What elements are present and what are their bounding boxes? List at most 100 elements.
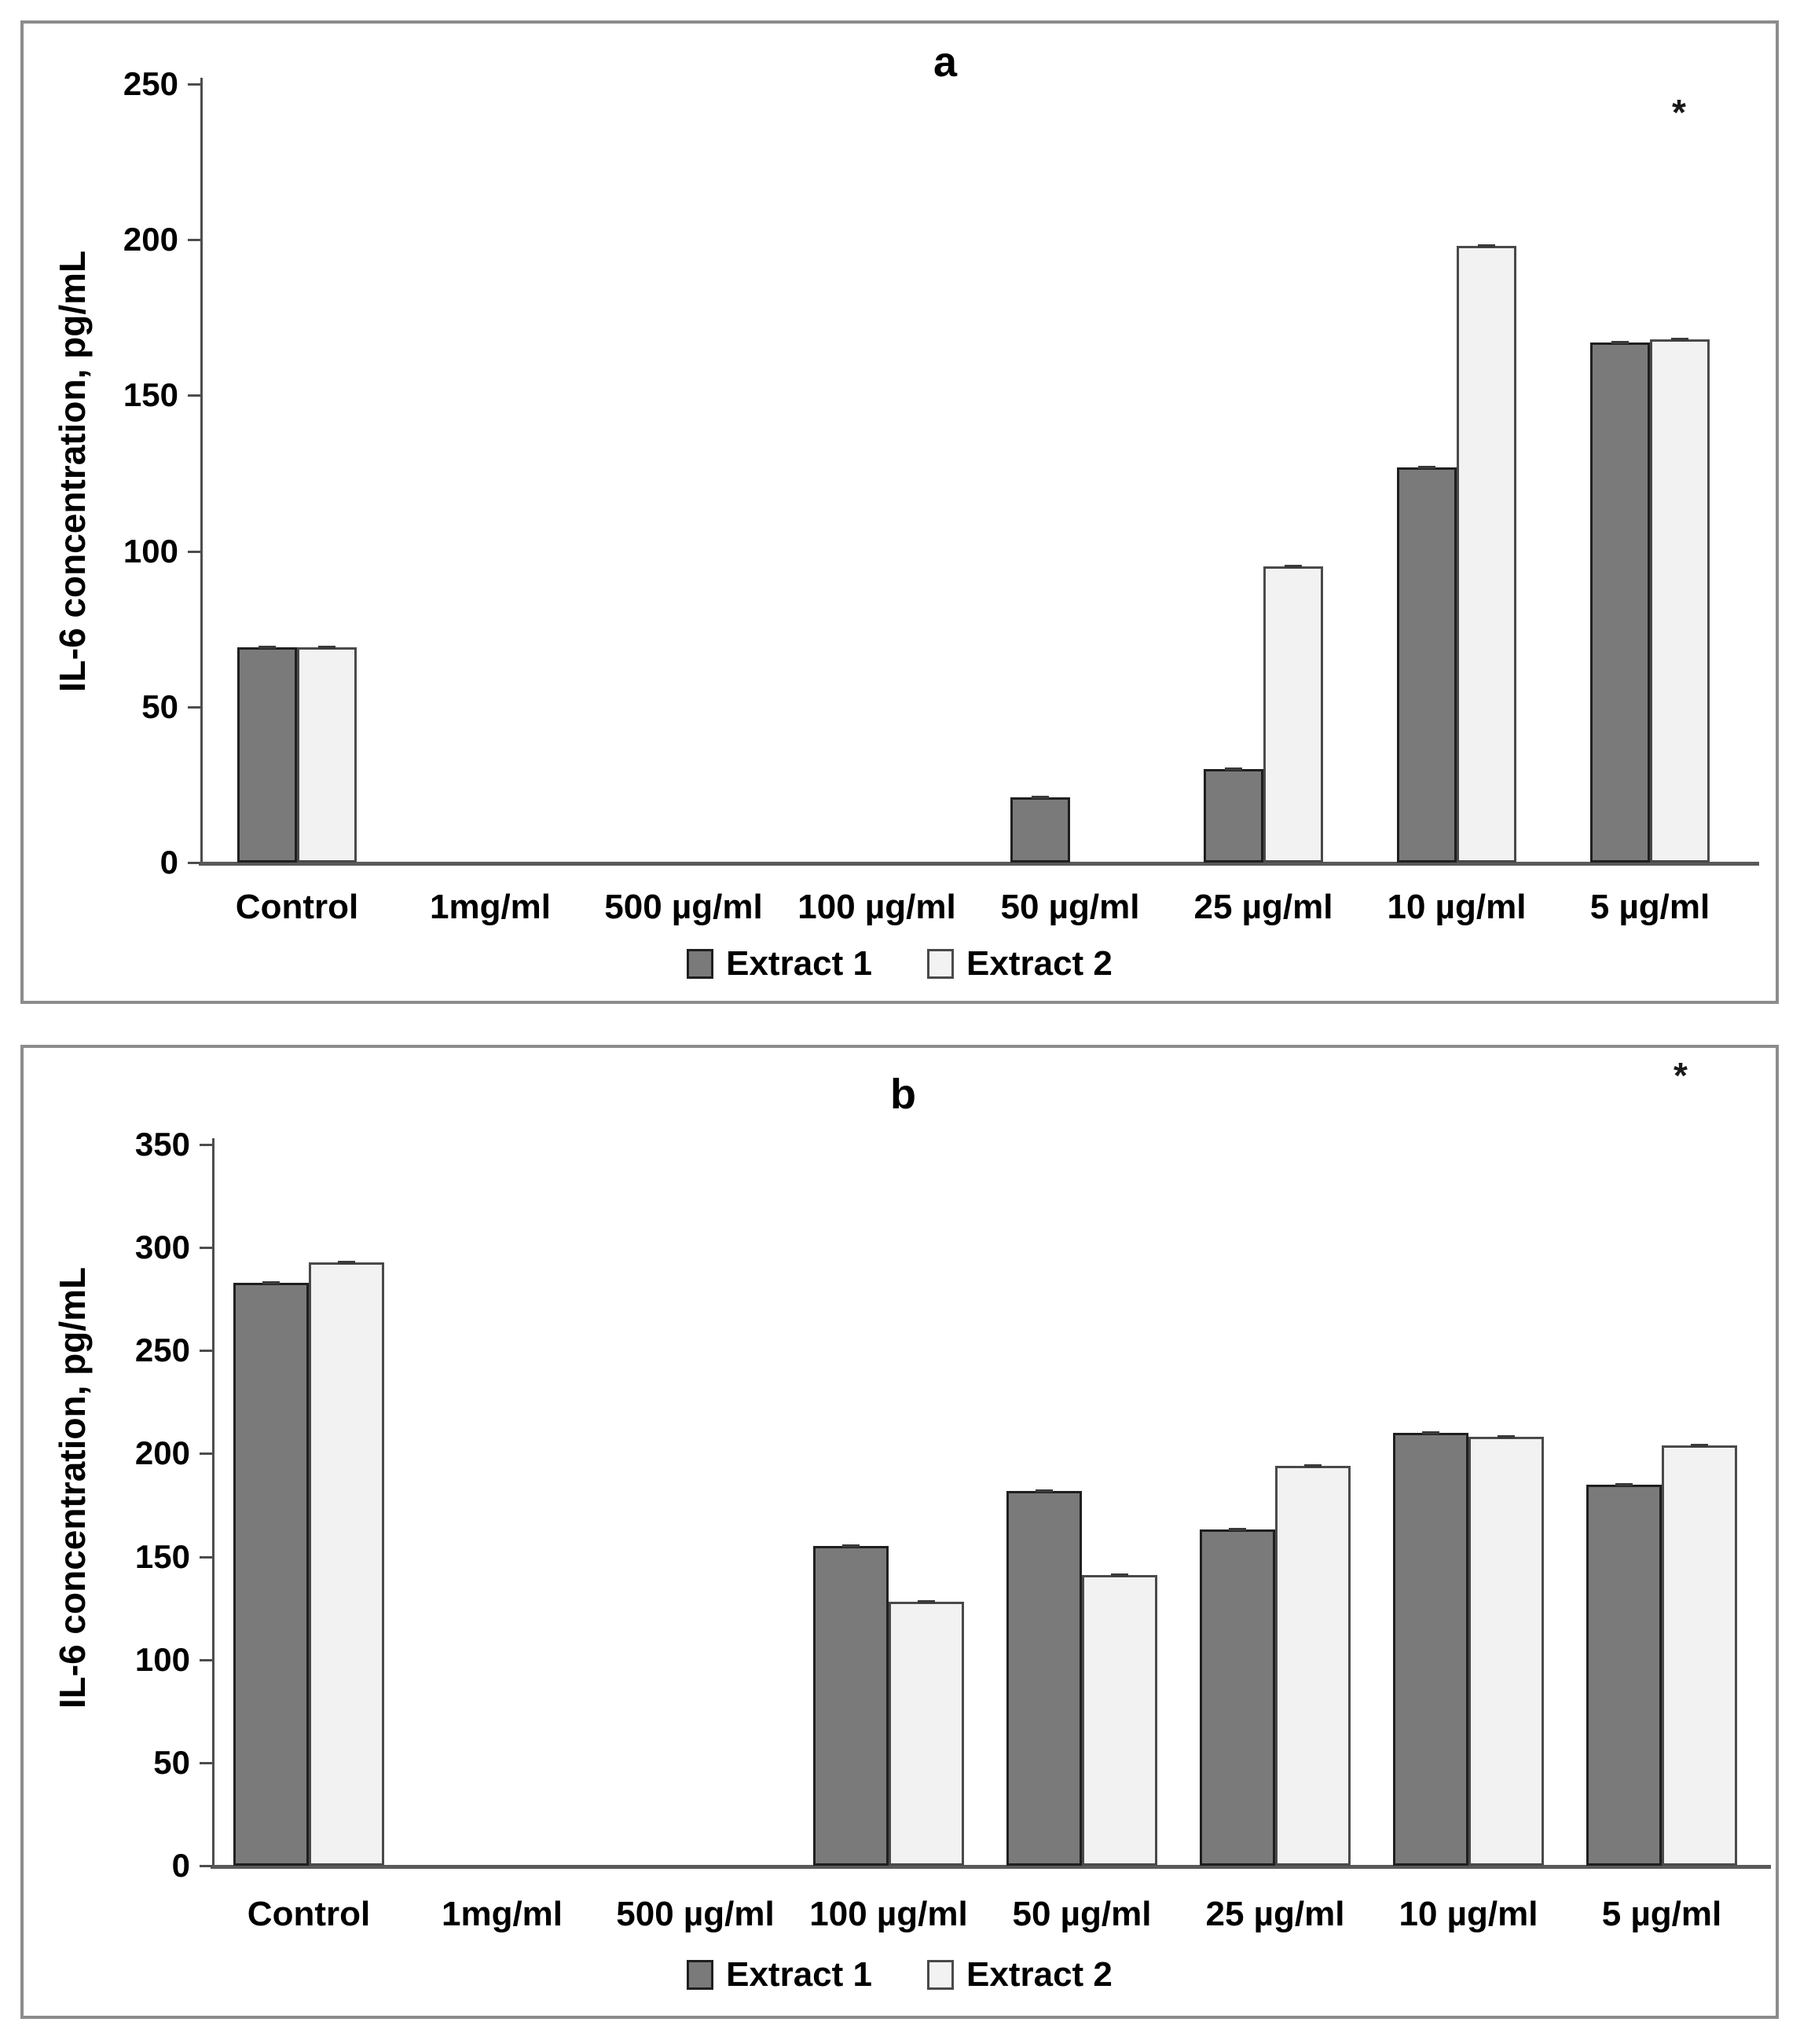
- panel-b-title: b: [890, 1071, 916, 1118]
- panel-a-plot-area: a * IL-6 concentration, pg/mL 0 50 100 150 2…: [24, 24, 1776, 1001]
- x-category-label: 25 µg/ml: [1193, 888, 1333, 926]
- y-tick-label: 0: [159, 844, 178, 881]
- y-tick-label: 200: [134, 1434, 190, 1472]
- y-tick-label: 50: [153, 1743, 190, 1781]
- legend-label: Extract 2: [966, 1955, 1113, 1994]
- y-tick-label: 100: [123, 532, 178, 570]
- legend-swatch-icon: [927, 949, 954, 979]
- legend: Extract 1 Extract 2: [24, 1955, 1776, 1995]
- legend-item-extract-1: Extract 1: [687, 944, 872, 984]
- legend: Extract 1 Extract 2: [24, 944, 1776, 984]
- bar-extract-1-5 µg/ml: [1586, 1484, 1662, 1866]
- x-axis-line: [199, 862, 1759, 866]
- error-bar-cap: [262, 1280, 280, 1284]
- x-category-label: 100 µg/ml: [797, 888, 956, 926]
- y-tick-label: 350: [134, 1126, 190, 1163]
- bar-extract-1-100 µg/ml: [813, 1546, 889, 1866]
- y-tick-mark: [188, 239, 200, 242]
- bar-extract-2-25 µg/ml: [1263, 566, 1323, 863]
- legend-label: Extract 2: [966, 944, 1113, 983]
- y-tick-mark: [188, 862, 200, 864]
- y-tick-label: 250: [134, 1332, 190, 1369]
- bar-extract-2-50 µg/ml: [1082, 1575, 1157, 1866]
- bar-extract-1-25 µg/ml: [1200, 1529, 1275, 1866]
- error-bar-cap: [1225, 767, 1242, 771]
- panel-b-plot-area: b * IL-6 concentration, pg/mL 0 50 100 150 2…: [24, 1048, 1776, 2016]
- x-category-label: 50 µg/ml: [1000, 888, 1140, 926]
- bar-extract-1-5 µg/ml: [1590, 342, 1650, 863]
- error-bar-cap: [258, 646, 276, 650]
- y-tick-mark: [188, 394, 200, 397]
- x-category-label: Control: [235, 888, 359, 926]
- y-tick-mark: [200, 1865, 212, 1867]
- error-bar-cap: [318, 646, 335, 650]
- legend-item-extract-2: Extract 2: [927, 944, 1113, 984]
- x-axis-line: [211, 1865, 1771, 1869]
- y-axis-line: [212, 1138, 214, 1867]
- y-tick-mark: [188, 550, 200, 553]
- bar-extract-1-50 µg/ml: [1006, 1490, 1082, 1866]
- y-tick-label: 200: [123, 221, 178, 258]
- error-bar-cap: [1498, 1435, 1515, 1439]
- bar-extract-1-Control: [233, 1282, 309, 1866]
- y-tick-mark: [188, 83, 200, 86]
- error-bar-cap: [1671, 338, 1688, 342]
- y-tick-mark: [200, 1247, 212, 1250]
- legend-swatch-icon: [687, 949, 714, 979]
- error-bar-cap: [1111, 1573, 1128, 1577]
- bar-extract-2-100 µg/ml: [889, 1602, 964, 1866]
- y-axis-line: [200, 78, 203, 864]
- bar-extract-1-50 µg/ml: [1010, 797, 1070, 863]
- legend-label: Extract 1: [726, 1955, 872, 1994]
- x-category-label: 500 µg/ml: [604, 888, 763, 926]
- error-bar-cap: [1611, 341, 1629, 344]
- x-category-label: 500 µg/ml: [616, 1895, 775, 1933]
- x-category-label: 10 µg/ml: [1387, 888, 1527, 926]
- y-tick-mark: [200, 1555, 212, 1559]
- error-bar-cap: [1615, 1482, 1633, 1486]
- error-bar-cap: [1691, 1443, 1708, 1447]
- x-category-label: 100 µg/ml: [809, 1895, 968, 1933]
- y-tick-label: 100: [134, 1640, 190, 1678]
- bar-extract-2-Control: [309, 1262, 384, 1866]
- bar-extract-1-Control: [237, 647, 297, 863]
- x-category-label: 50 µg/ml: [1012, 1895, 1152, 1933]
- y-tick-mark: [200, 1144, 212, 1146]
- y-tick-label: 150: [123, 376, 178, 414]
- error-bar-cap: [918, 1600, 935, 1604]
- x-category-label: 5 µg/ml: [1589, 888, 1710, 926]
- y-tick-label: 300: [134, 1229, 190, 1266]
- panel-b-significance-asterisk: *: [1674, 1055, 1688, 1096]
- bar-extract-1-10 µg/ml: [1397, 467, 1457, 863]
- error-bar-cap: [1418, 465, 1435, 469]
- bar-extract-2-5 µg/ml: [1662, 1445, 1737, 1866]
- legend-swatch-icon: [687, 1960, 714, 1990]
- legend-label: Extract 1: [726, 944, 872, 983]
- x-category-label: 25 µg/ml: [1205, 1895, 1345, 1933]
- panel-a-significance-asterisk: *: [1672, 92, 1686, 133]
- error-bar-cap: [1229, 1528, 1246, 1532]
- legend-swatch-icon: [927, 1960, 954, 1990]
- x-category-label: 1mg/ml: [429, 888, 552, 926]
- panel-a: a * IL-6 concentration, pg/mL 0 50 100 150 2…: [20, 20, 1779, 1004]
- x-category-label: 1mg/ml: [441, 1895, 563, 1933]
- bar-extract-2-25 µg/ml: [1275, 1466, 1351, 1866]
- error-bar-cap: [1032, 795, 1049, 799]
- y-tick-mark: [200, 1761, 212, 1764]
- error-bar-cap: [1422, 1431, 1439, 1435]
- bar-extract-1-25 µg/ml: [1204, 769, 1263, 863]
- panel-a-y-axis-title: IL-6 concentration, pg/mL: [52, 250, 93, 693]
- error-bar-cap: [338, 1260, 355, 1264]
- y-tick-label: 250: [123, 65, 178, 102]
- y-tick-label: 0: [171, 1847, 190, 1884]
- panel-b: b * IL-6 concentration, pg/mL 0 50 100 150 2…: [20, 1045, 1779, 2019]
- error-bar-cap: [1036, 1489, 1053, 1493]
- y-tick-mark: [200, 1350, 212, 1353]
- bar-extract-2-10 µg/ml: [1457, 246, 1516, 863]
- y-tick-mark: [188, 705, 200, 709]
- error-bar-cap: [1304, 1464, 1322, 1468]
- error-bar-cap: [842, 1544, 860, 1548]
- bar-extract-2-10 µg/ml: [1468, 1437, 1544, 1866]
- bar-extract-2-Control: [297, 647, 357, 863]
